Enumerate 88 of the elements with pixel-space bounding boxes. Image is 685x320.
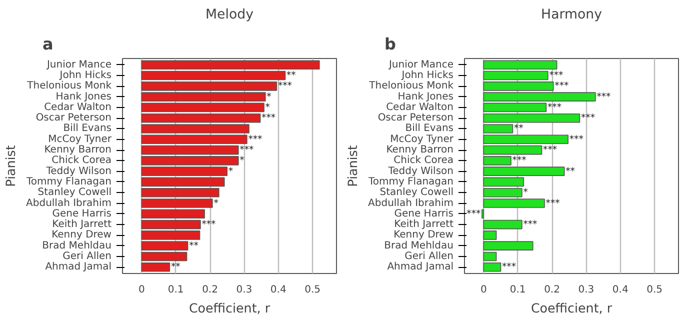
- y-tick-label: Keith Jarrett: [52, 219, 112, 230]
- y-tick-label: Junior Mance: [388, 59, 454, 70]
- y-tick-label: Ahmad Jamal: [45, 262, 112, 273]
- data-label: *: [240, 155, 245, 166]
- y-tick-label: Stanley Cowell: [38, 187, 112, 198]
- y-tick-label: Thelonious Monk: [368, 80, 454, 92]
- data-label: ***: [523, 219, 538, 230]
- data-label: ***: [240, 144, 254, 156]
- data-label: ***: [248, 134, 263, 145]
- y-tick-label: Thelonious Monk: [26, 80, 112, 92]
- data-label: *: [265, 102, 270, 113]
- y-tick-label: Geri Allen: [404, 250, 454, 262]
- y-tick-label: John Hicks: [400, 70, 454, 82]
- x-tick-label: 0: [480, 284, 487, 296]
- y-tick-label: McCoy Tyner: [390, 134, 454, 145]
- data-label: ***: [262, 112, 276, 124]
- data-label: **: [566, 166, 576, 177]
- y-tick-label: Oscar Peterson: [378, 112, 454, 124]
- data-label: *: [228, 166, 234, 177]
- y-tick-label: Kenny Barron: [44, 144, 112, 156]
- y-tick-label: Teddy Wilson: [45, 166, 112, 177]
- x-tick-label: 0.2: [202, 284, 218, 296]
- data-label: **: [286, 70, 296, 82]
- x-tick-label: 0.5: [646, 284, 663, 296]
- y-tick-label: Cedar Walton: [386, 102, 454, 113]
- data-label: ***: [596, 91, 612, 102]
- y-tick-label: Brad Mehldau: [42, 240, 112, 252]
- y-tick-label: McCoy Tyner: [48, 134, 112, 145]
- y-tick-label: Kenny Drew: [52, 230, 112, 241]
- y-tick-label: Teddy Wilson: [387, 166, 454, 177]
- y-tick-label: Cedar Walton: [44, 102, 112, 113]
- y-tick-label: Tommy Flanagan: [367, 176, 454, 188]
- data-label: *: [523, 187, 528, 198]
- data-label: **: [170, 262, 181, 273]
- y-axis-title: Pianist: [345, 145, 360, 187]
- y-tick-label: Oscar Peterson: [36, 112, 112, 124]
- data-label: ***: [202, 219, 216, 230]
- y-tick-label: Gene Harris: [52, 208, 112, 220]
- y-tick-label: Junior Mance: [46, 59, 112, 70]
- data-label: ***: [278, 80, 292, 92]
- data-label: ***: [549, 70, 564, 82]
- data-label: ***: [543, 144, 558, 156]
- y-tick-label: Bill Evans: [63, 123, 112, 134]
- text: a: [42, 34, 54, 54]
- y-tick-label: Stanley Cowell: [380, 187, 454, 198]
- y-tick-label: Abdullah Ibrahim: [26, 198, 112, 209]
- x-tick-label: 0.3: [578, 284, 594, 296]
- x-tick-label: 0.4: [612, 284, 628, 296]
- data-label: **: [189, 240, 199, 252]
- chart-title: Harmony: [541, 8, 602, 22]
- chart-title: Melody: [206, 8, 254, 22]
- y-tick-label: Chick Corea: [394, 155, 454, 166]
- y-tick-label: Kenny Drew: [394, 230, 454, 241]
- y-tick-label: Geri Allen: [62, 250, 112, 262]
- data-label: ***: [466, 208, 481, 220]
- x-tick-label: 0.4: [270, 284, 286, 296]
- x-tick-label: 0: [138, 284, 145, 296]
- y-tick-label: Chick Corea: [52, 155, 112, 166]
- data-label: ***: [502, 262, 516, 273]
- y-tick-label: Tommy Flanagan: [25, 176, 112, 188]
- y-tick-label: Hank Jones: [398, 91, 454, 102]
- y-tick-label: John Hicks: [58, 70, 112, 82]
- data-label: ***: [547, 102, 562, 113]
- x-tick-label: 0.5: [304, 284, 321, 296]
- x-tick-label: 0.3: [236, 284, 252, 296]
- y-tick-label: Hank Jones: [56, 91, 112, 102]
- text: b: [384, 34, 396, 54]
- x-axis-title: Coefficient, r: [530, 300, 613, 316]
- data-label: ***: [546, 198, 560, 209]
- y-axis-title: Pianist: [3, 145, 18, 187]
- y-tick-label: Kenny Barron: [386, 144, 454, 156]
- y-tick-label: Keith Jarrett: [394, 219, 454, 230]
- data-label: ***: [580, 112, 596, 124]
- y-tick-label: Abdullah Ibrahim: [368, 198, 454, 209]
- data-label: ***: [569, 134, 584, 145]
- data-label: *: [214, 198, 219, 209]
- x-tick-label: 0.2: [544, 284, 560, 296]
- x-tick-label: 0.1: [168, 284, 184, 296]
- data-label: ***: [512, 155, 527, 166]
- y-tick-label: Ahmad Jamal: [387, 262, 454, 273]
- data-label: **: [514, 123, 524, 134]
- y-tick-label: Bill Evans: [405, 123, 454, 134]
- y-tick-label: Gene Harris: [394, 208, 454, 220]
- x-tick-label: 0.1: [510, 284, 526, 296]
- y-tick-label: Brad Mehldau: [384, 240, 454, 252]
- x-axis-title: Coefficient, r: [188, 300, 271, 316]
- data-label: ***: [554, 80, 569, 92]
- data-label: *: [266, 91, 272, 102]
